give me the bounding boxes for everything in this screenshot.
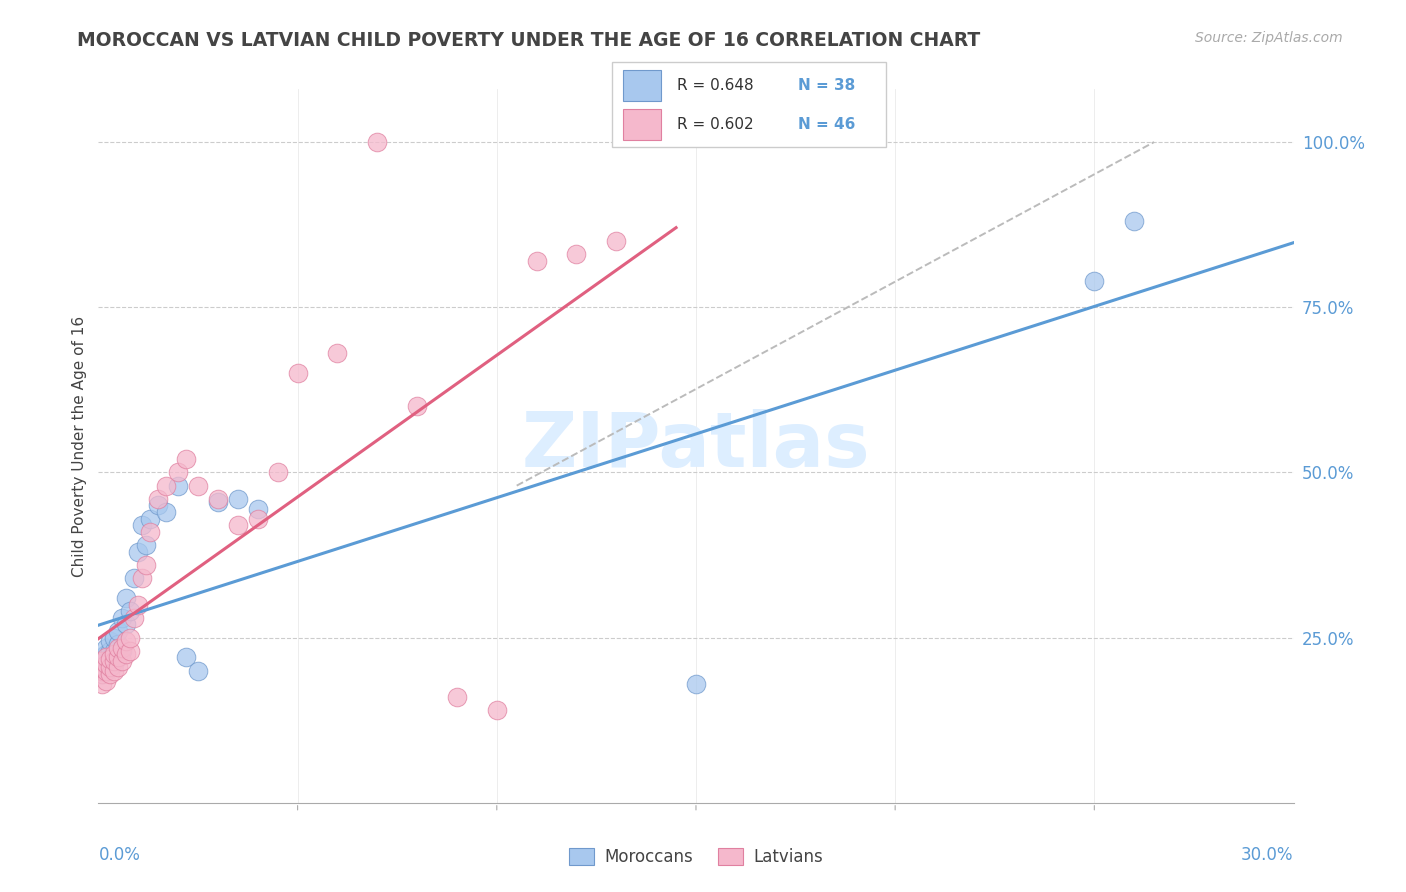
Point [174,452,197,467]
Point [98,652,122,666]
Point [115,591,138,605]
Point [115,634,138,648]
Point [167,466,190,480]
Point [115,647,138,661]
Point [96,664,118,678]
Point [111,654,134,668]
Point [96,664,118,678]
Point [127,598,149,612]
Point [98,667,122,681]
Text: N = 38: N = 38 [799,78,855,93]
Point [207,495,229,509]
Point [98,660,122,674]
Point [111,640,134,655]
Point [91,650,114,665]
Point [1083,274,1105,288]
Point [107,660,129,674]
Point [120,644,142,658]
Point [148,499,170,513]
Point [96,647,118,661]
Point [446,690,468,704]
Point [91,654,114,668]
Point [267,466,290,480]
Point [91,677,114,691]
Text: R = 0.602: R = 0.602 [678,117,754,132]
Point [226,518,249,533]
Point [135,558,157,572]
Point [187,478,209,492]
Point [98,650,122,665]
Text: Source: ZipAtlas.com: Source: ZipAtlas.com [1195,31,1343,45]
Point [107,640,129,655]
Text: N = 46: N = 46 [799,117,855,132]
Y-axis label: Child Poverty Under the Age of 16: Child Poverty Under the Age of 16 [72,316,87,576]
Point [139,524,162,539]
Legend: Moroccans, Latvians: Moroccans, Latvians [562,841,830,873]
FancyBboxPatch shape [612,62,886,147]
Point [207,491,229,506]
Point [565,247,588,261]
Point [120,631,142,645]
Point [155,505,177,519]
Text: ZIPatlas: ZIPatlas [522,409,870,483]
Point [115,617,138,632]
Point [246,501,269,516]
Text: MOROCCAN VS LATVIAN CHILD POVERTY UNDER THE AGE OF 16 CORRELATION CHART: MOROCCAN VS LATVIAN CHILD POVERTY UNDER … [77,31,980,50]
Point [366,135,388,149]
Point [127,545,149,559]
Text: R = 0.648: R = 0.648 [678,78,754,93]
Point [226,491,249,506]
Point [124,571,146,585]
Text: 0.0%: 0.0% [98,846,141,863]
Point [107,624,129,638]
Point [326,346,349,360]
Point [96,654,118,668]
Point [91,667,114,681]
Point [187,664,209,678]
Point [91,667,114,681]
Point [1123,214,1146,228]
Point [98,644,122,658]
FancyBboxPatch shape [623,70,661,101]
Point [246,511,269,525]
Point [96,657,118,671]
Text: 30.0%: 30.0% [1241,846,1294,863]
Point [91,664,114,678]
Point [107,637,129,651]
Point [485,703,508,717]
Point [103,647,125,661]
Point [107,650,129,665]
Point [685,677,707,691]
Point [103,654,125,668]
Point [131,571,153,585]
Point [406,400,429,414]
Point [287,367,309,381]
Point [167,478,190,492]
Point [98,634,122,648]
Point [103,657,125,671]
Point [91,657,114,671]
Point [111,611,134,625]
Point [139,511,162,525]
Point [103,631,125,645]
Point [103,644,125,658]
Point [131,518,153,533]
Point [124,611,146,625]
Point [103,664,125,678]
Point [96,640,118,655]
Point [111,644,134,658]
Point [174,650,197,665]
Point [155,478,177,492]
Point [526,254,548,268]
Point [98,660,122,674]
Point [96,673,118,688]
Point [96,650,118,665]
Point [107,650,129,665]
Point [148,491,170,506]
Point [135,538,157,552]
FancyBboxPatch shape [623,109,661,139]
Point [120,604,142,618]
Point [605,234,627,248]
